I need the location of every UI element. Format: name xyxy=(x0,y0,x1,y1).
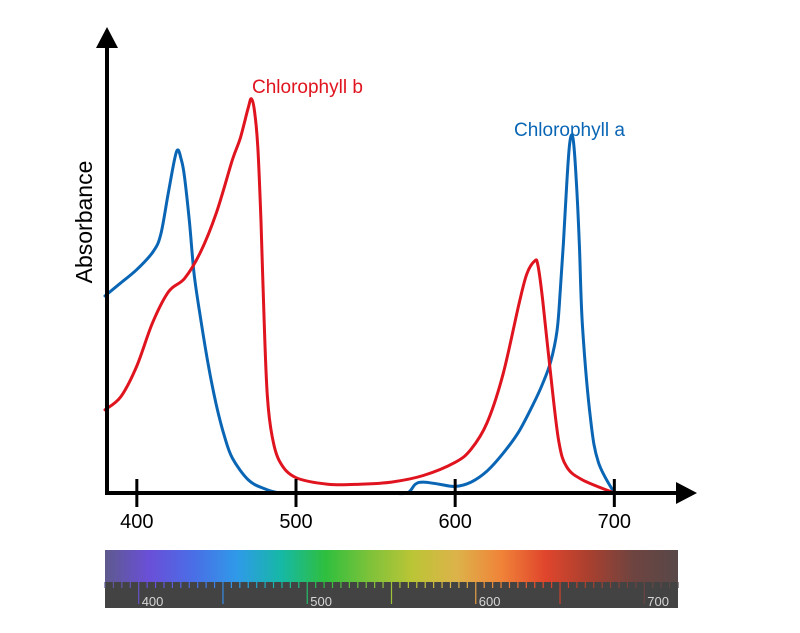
spectrum-label: 500 xyxy=(310,594,332,609)
x-tick-label: 600 xyxy=(438,511,471,533)
y-axis-arrow xyxy=(96,27,118,48)
x-axis-arrow xyxy=(676,482,697,504)
visible-spectrum: 400 500 600 700 xyxy=(104,550,679,609)
series-lines xyxy=(103,97,616,496)
x-tick-label: 400 xyxy=(120,511,153,533)
spectrum-gradient xyxy=(105,550,678,582)
spectrum-labels: 400 500 600 700 xyxy=(142,594,669,609)
axes: 400 500 600 700 xyxy=(96,27,697,533)
x-tick-label: 700 xyxy=(598,511,631,533)
spectrum-ticks xyxy=(104,582,679,604)
spectrum-label: 600 xyxy=(479,594,501,609)
chlorophyll-a-label: Chlorophyll a xyxy=(514,120,625,141)
x-tick-label: 500 xyxy=(279,511,312,533)
chlorophyll-b-label: Chlorophyll b xyxy=(252,77,363,98)
spectrum-label: 700 xyxy=(647,594,669,609)
chlorophyll-b-line xyxy=(103,97,616,495)
x-ticks: 400 500 600 700 xyxy=(120,479,631,533)
spectrum-label: 400 xyxy=(142,594,164,609)
chlorophyll-a-line xyxy=(103,133,616,496)
y-axis-title: Absorbance xyxy=(71,161,97,284)
